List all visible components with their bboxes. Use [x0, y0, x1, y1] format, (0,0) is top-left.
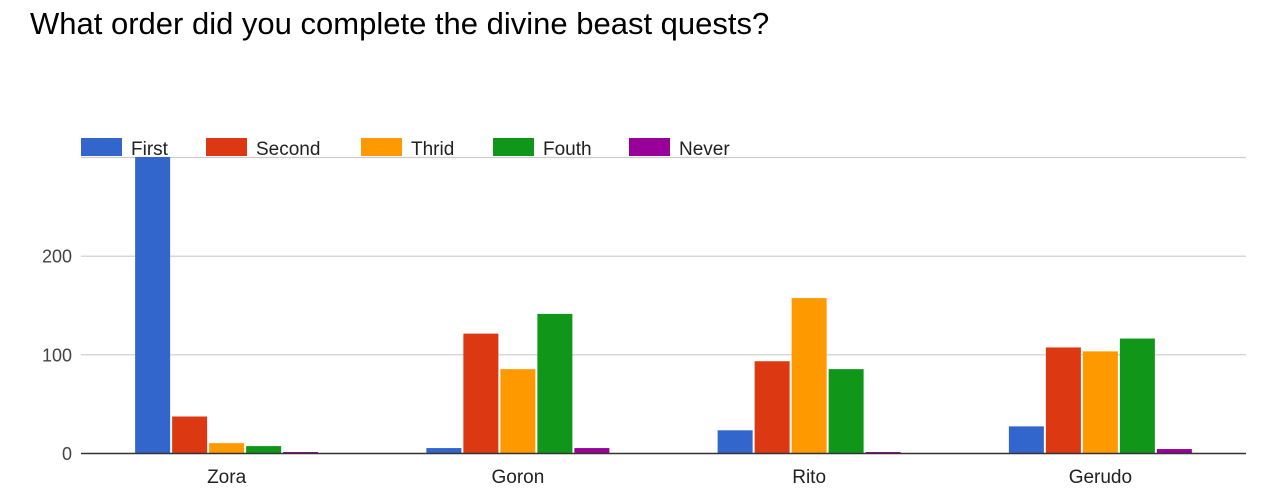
bar-first-zora[interactable]	[135, 157, 171, 453]
axes: 0 100 200 Zora Goron Rito Gerudo	[42, 247, 1246, 488]
legend-swatch-second[interactable]	[206, 138, 247, 156]
legend-label-thrid[interactable]: Thrid	[411, 139, 454, 160]
x-tick-label: Goron	[491, 467, 544, 488]
bar-fouth-gerudo[interactable]	[1119, 338, 1155, 453]
bar-thrid-gerudo[interactable]	[1082, 351, 1118, 453]
bar-first-goron[interactable]	[426, 448, 462, 453]
bar-second-gerudo[interactable]	[1045, 347, 1081, 453]
bar-second-rito[interactable]	[754, 361, 790, 453]
x-tick-label: Rito	[792, 467, 826, 488]
y-tick-label: 200	[42, 247, 72, 267]
bar-thrid-zora[interactable]	[209, 443, 245, 453]
bar-fouth-zora[interactable]	[246, 446, 282, 453]
bar-thrid-rito[interactable]	[791, 298, 827, 453]
bar-thrid-goron[interactable]	[500, 369, 536, 453]
bar-never-gerudo[interactable]	[1156, 449, 1192, 453]
bar-never-rito[interactable]	[865, 452, 901, 453]
bar-never-zora[interactable]	[283, 452, 319, 453]
legend-swatch-first[interactable]	[81, 138, 122, 156]
legend: First Second Thrid Fouth Never	[81, 138, 730, 160]
gridlines	[81, 156, 1246, 356]
x-tick-label: Gerudo	[1069, 467, 1132, 488]
legend-swatch-fouth[interactable]	[493, 138, 534, 156]
legend-swatch-thrid[interactable]	[361, 138, 402, 156]
legend-label-never[interactable]: Never	[679, 139, 730, 160]
y-tick-label: 100	[42, 345, 72, 365]
bar-first-gerudo[interactable]	[1008, 426, 1044, 453]
legend-label-second[interactable]: Second	[256, 139, 320, 160]
chart-title: What order did you complete the divine b…	[30, 6, 770, 41]
bar-fouth-rito[interactable]	[828, 369, 864, 453]
legend-swatch-never[interactable]	[629, 138, 670, 156]
y-tick-label: 0	[62, 444, 72, 464]
bar-never-goron[interactable]	[574, 448, 610, 453]
bar-second-goron[interactable]	[463, 333, 499, 453]
x-tick-label: Zora	[207, 467, 247, 488]
bars	[135, 157, 1192, 453]
bar-first-rito[interactable]	[717, 430, 753, 453]
legend-label-fouth[interactable]: Fouth	[543, 139, 592, 160]
legend-label-first[interactable]: First	[131, 139, 169, 160]
bar-fouth-goron[interactable]	[537, 313, 573, 453]
bar-second-zora[interactable]	[172, 416, 208, 453]
